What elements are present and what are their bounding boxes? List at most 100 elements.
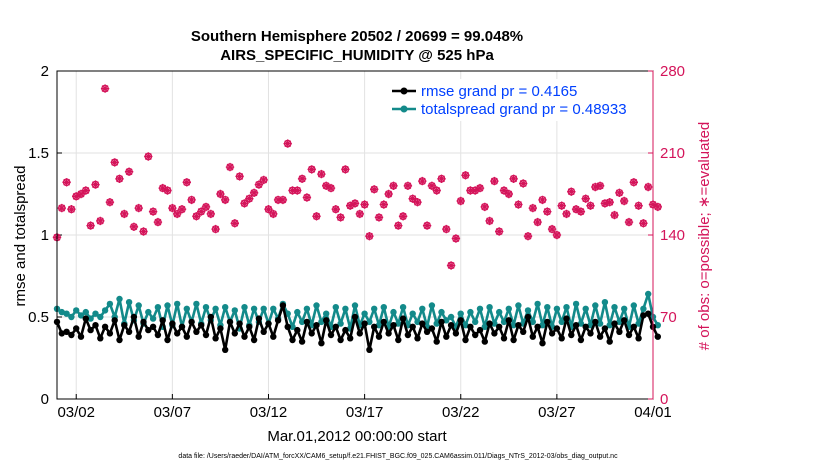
obs-evaluated-point (201, 202, 211, 212)
obs-evaluated-point (639, 219, 648, 228)
rmse-point (111, 317, 118, 324)
obs-evaluated-point (297, 174, 307, 183)
rmse-point (438, 318, 445, 326)
obs-evaluated-point (302, 193, 312, 202)
rmse-point (572, 322, 580, 329)
obs-evaluated-point (418, 176, 427, 186)
obs-evaluated-point (432, 186, 441, 195)
obs-evaluated-point (422, 221, 432, 230)
rmse-point (606, 338, 613, 345)
obs-evaluated-point (620, 196, 629, 206)
rmse-point (596, 333, 604, 340)
totalspread-point (616, 318, 623, 326)
rmse-point (308, 330, 315, 337)
obs-evaluated-point (350, 199, 360, 208)
totalspread-point (202, 304, 210, 311)
totalspread-point (294, 308, 301, 316)
obs-evaluated-point (480, 202, 489, 212)
totalspread-point (303, 305, 311, 312)
obs-evaluated-point (129, 222, 139, 231)
totalspread-point (539, 322, 546, 329)
rmse-point (97, 335, 104, 342)
rmse-point (140, 318, 147, 326)
rmse-point (183, 333, 190, 340)
obs-evaluated-point (595, 181, 605, 190)
obs-evaluated-point (192, 212, 201, 221)
obs-evaluated-point (514, 200, 523, 209)
rmse-point (433, 338, 440, 345)
totalspread-point (409, 310, 416, 317)
x-tick-label: 03/17 (346, 404, 384, 421)
obs-evaluated-point (81, 186, 90, 195)
obs-evaluated-point (317, 169, 326, 179)
totalspread-point (318, 318, 325, 326)
y2-tick-label: 0 (660, 391, 668, 408)
rmse-point (529, 333, 536, 340)
totalspread-point (500, 318, 508, 326)
obs-evaluated-point (206, 209, 215, 219)
rmse-point (149, 323, 157, 330)
rmse-point (361, 320, 368, 327)
rmse-point (125, 328, 133, 335)
obs-evaluated-point (504, 189, 513, 199)
rmse-point (222, 346, 229, 353)
totalspread-point (399, 304, 407, 311)
y-tick-label: 1.5 (28, 145, 49, 162)
totalspread-point (250, 305, 258, 312)
obs-evaluated-point (567, 187, 576, 196)
obs-evaluated-point (437, 174, 446, 183)
y2-tick-label: 140 (660, 227, 685, 244)
obs-evaluated-point (235, 172, 244, 181)
totalspread-point (491, 320, 498, 327)
totalspread-point (515, 302, 522, 309)
totalspread-point (390, 308, 397, 316)
totalspread-point (92, 310, 99, 317)
rmse-point (635, 335, 642, 342)
rmse-point (255, 315, 263, 322)
obs-evaluated-point (259, 175, 268, 185)
totalspread-point (337, 320, 344, 327)
rmse-point (217, 325, 224, 332)
rmse-point (231, 330, 238, 337)
totalspread-point (174, 300, 181, 308)
y-tick-label: 0.5 (28, 309, 49, 326)
legend-spread-label: totalspread grand pr = 0.48933 (421, 101, 627, 118)
obs-evaluated-point (273, 195, 283, 205)
rmse-point (534, 323, 541, 330)
obs-evaluated-point (461, 171, 470, 180)
totalspread-point (82, 308, 90, 316)
x-tick-label: 03/22 (442, 404, 480, 421)
totalspread-point (101, 307, 109, 314)
rmse-point (351, 313, 359, 321)
obs-evaluated-point (466, 186, 475, 195)
totalspread-point (241, 304, 248, 311)
totalspread-point (313, 302, 320, 309)
rmse-point (188, 318, 195, 326)
y-axis-label: rmse and totalspread (12, 166, 29, 307)
obs-evaluated-point (100, 84, 110, 93)
obs-evaluated-point (288, 186, 297, 195)
obs-evaluated-point (499, 186, 509, 195)
rmse-point (491, 330, 498, 337)
rmse-point (202, 331, 210, 339)
totalspread-point (419, 305, 426, 312)
obs-evaluated-point (629, 178, 638, 187)
obs-evaluated-point (586, 201, 595, 210)
obs-evaluated-point (451, 234, 461, 243)
totalspread-point (496, 308, 503, 316)
obs-evaluated-point (312, 212, 321, 221)
obs-evaluated-point (547, 224, 557, 234)
rmse-point (630, 323, 637, 330)
obs-evaluated-point (365, 232, 374, 241)
totalspread-point (582, 305, 589, 312)
totalspread-point (510, 322, 517, 329)
obs-evaluated-point (456, 196, 465, 206)
y-tick-label: 1 (41, 227, 49, 244)
rmse-point (68, 331, 75, 339)
obs-evaluated-point (57, 203, 66, 213)
obs-evaluated-point (538, 195, 547, 205)
obs-evaluated-point (240, 199, 249, 208)
obs-evaluated-point (86, 221, 95, 230)
totalspread-point (231, 307, 238, 314)
